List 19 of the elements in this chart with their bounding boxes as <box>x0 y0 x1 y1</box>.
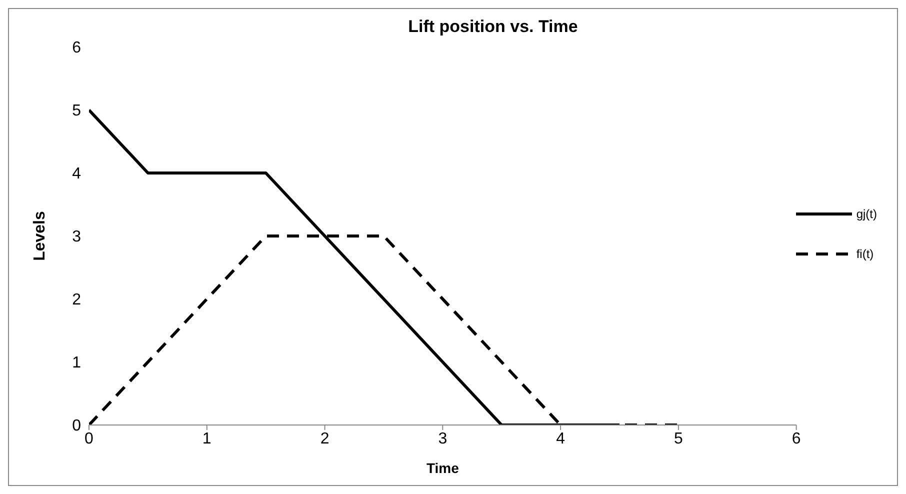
y-tick-label: 1 <box>72 354 82 372</box>
legend-label: gj(t) <box>856 207 877 221</box>
y-tick-label: 4 <box>72 166 82 183</box>
y-axis-title: Levels <box>32 210 49 261</box>
x-tick-label: 5 <box>674 430 683 448</box>
y-tick-label: 0 <box>72 418 82 435</box>
y-tick-label: 5 <box>72 102 82 120</box>
x-tick-label: 4 <box>556 430 566 448</box>
y-tick-label: 6 <box>72 40 82 57</box>
x-tick-label: 1 <box>202 430 212 448</box>
y-tick-label: 2 <box>72 292 82 309</box>
chart-title: Lift position vs. Time <box>407 17 579 37</box>
legend-label: fi(t) <box>856 247 874 261</box>
x-tick-label: 3 <box>438 430 448 448</box>
y-tick-label: 3 <box>72 228 82 246</box>
x-axis-title: Time <box>426 460 460 476</box>
x-tick-label: 0 <box>84 430 94 448</box>
x-tick-label: 2 <box>320 430 330 448</box>
x-tick-label: 6 <box>792 430 801 448</box>
